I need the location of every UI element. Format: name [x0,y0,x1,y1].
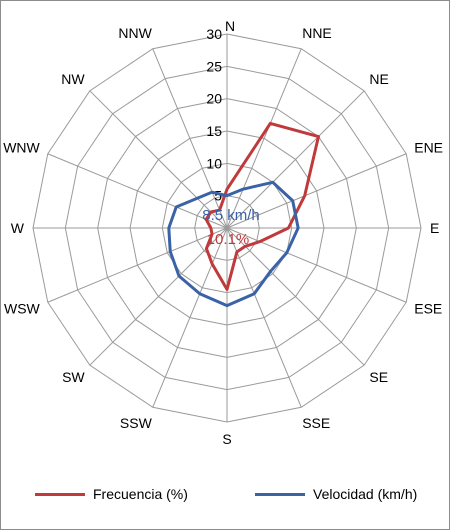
frequency-value-label: 10.1% [207,231,250,248]
tick-label-5: 5 [214,188,222,204]
direction-labels: N NNE NE ENE E ESE SE SSE S SSW SW WSW W WNW NW NNW [3,18,443,447]
legend-item-frequency: Frecuencia (%) [35,479,188,509]
grid-spoke-nw [89,90,228,229]
series-lines [167,121,320,308]
direction-label-ssw: SSW [120,415,153,431]
grid-spoke-ese [226,227,407,303]
direction-label-nnw: NNW [118,25,152,41]
grid-spoke-ene [226,153,407,229]
grid-spoke-nne [226,48,302,229]
grid-spoke-ssw [152,227,228,408]
direction-label-ne: NE [369,71,388,87]
direction-label-nw: NW [61,71,85,87]
direction-label-wnw: WNW [3,139,40,155]
grid-spoke-ne [226,90,365,229]
direction-label-sw: SW [62,369,85,385]
grid-spoke-nnw [152,48,228,229]
tick-label-25: 25 [206,58,222,74]
direction-label-e: E [430,220,439,236]
grid-spoke-wnw [47,153,228,229]
tick-label-15: 15 [206,123,222,139]
legend-swatch-speed [255,492,305,496]
speed-value-label: 8.5 km/h [202,207,260,224]
direction-label-ese: ESE [414,301,442,317]
tick-label-10: 10 [206,155,222,171]
radar-grid [32,33,422,423]
direction-label-w: W [11,220,25,236]
tick-label-20: 20 [206,91,222,107]
series-line-frequency [204,121,320,291]
wind-rose-chart: 5 10 15 20 25 30 N NNE NE ENE E ESE SE SSE S SSW SW WSW W… [3,18,443,447]
series-line-speed [167,180,300,308]
grid-spoke-se [226,227,365,366]
legend-label-frequency: Frecuencia (%) [93,486,188,502]
legend-item-speed: Velocidad (km/h) [255,479,417,509]
grid-spoke-sw [89,227,228,366]
direction-label-wsw: WSW [4,301,41,317]
direction-label-nne: NNE [302,25,332,41]
legend-swatch-frequency [35,492,85,496]
tick-label-30: 30 [206,26,222,42]
direction-label-s: S [222,431,231,447]
legend-label-speed: Velocidad (km/h) [313,486,418,502]
direction-label-n: N [225,18,235,34]
grid-spoke-sse [226,227,302,408]
radial-tick-labels: 5 10 15 20 25 30 [206,26,222,204]
direction-label-ene: ENE [414,139,443,155]
direction-label-sse: SSE [302,415,330,431]
grid-spoke-wsw [47,227,228,303]
direction-label-se: SE [369,369,388,385]
legend: Frecuencia (%) Velocidad (km/h) [1,479,449,509]
